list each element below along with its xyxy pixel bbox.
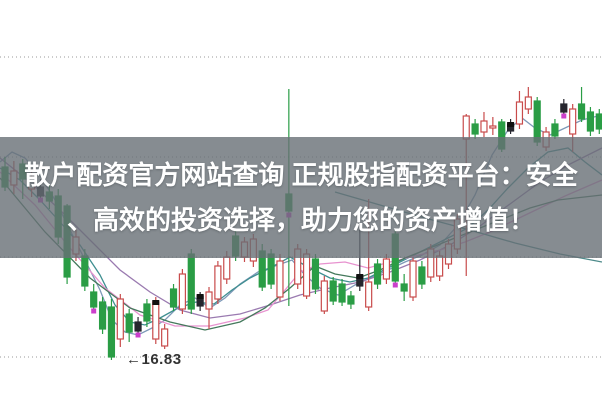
- banner-line-2: 、高效的投资选择，助力您的资产增值！: [66, 205, 535, 235]
- low-price-value: 16.83: [141, 351, 182, 368]
- banner-line-1: 散户配资官方网站查询 正规股指配资平台：安全: [24, 160, 578, 190]
- banner-overlay: 散户配资官方网站查询 正规股指配资平台：安全 、高效的投资选择，助力您的资产增值…: [0, 137, 602, 258]
- left-arrow-icon: ←: [126, 351, 142, 368]
- low-price-annotation: ←16.83: [126, 351, 182, 368]
